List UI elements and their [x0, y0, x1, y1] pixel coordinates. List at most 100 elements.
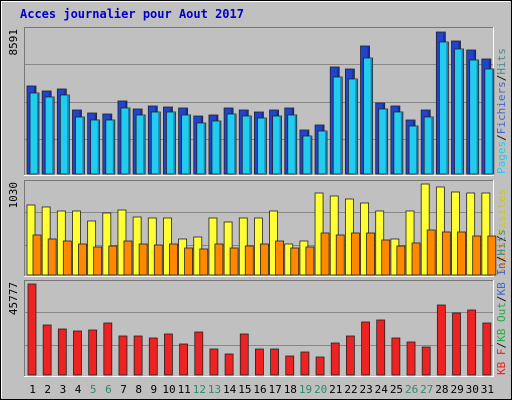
bar-shade — [67, 96, 69, 173]
x-tick-label: 21 — [329, 383, 342, 396]
bar-kb-f — [270, 348, 279, 376]
bar-shade — [143, 116, 145, 173]
legend-entry: / — [495, 296, 508, 303]
x-tick-label: 31 — [481, 383, 494, 396]
bar-pages — [469, 59, 480, 175]
bar-pages — [317, 130, 328, 175]
y-max-label: 1030 — [7, 182, 20, 209]
legend-entry: KB In — [495, 262, 508, 295]
bar-pages — [181, 114, 192, 175]
bar-sites — [457, 231, 466, 276]
bar-sites — [320, 232, 330, 276]
bar-kb-f — [209, 348, 219, 376]
bar-pages — [454, 48, 464, 175]
bar-sites — [93, 246, 103, 276]
x-tick-label: 4 — [75, 383, 82, 396]
x-tick-label: 13 — [208, 383, 221, 396]
bar-pages — [59, 94, 70, 175]
legend-entry: Hits — [495, 48, 508, 75]
bar-sites — [350, 232, 360, 276]
bar-shade — [249, 117, 251, 173]
bar-shade — [476, 61, 479, 173]
x-tick-label: 5 — [90, 383, 97, 396]
bar-kb-f — [73, 330, 82, 376]
bar-kb-f — [148, 337, 158, 376]
legend-entry: / — [495, 235, 508, 242]
bar-shade — [112, 121, 115, 173]
bar-shade — [416, 127, 418, 173]
x-tick-label: 20 — [314, 383, 327, 396]
bar-pages — [257, 117, 267, 175]
x-tick-label: 25 — [390, 383, 403, 396]
x-tick-label: 7 — [120, 383, 127, 396]
bar-pages — [211, 120, 222, 175]
bar-pages — [408, 125, 419, 175]
chart-panels: 8591Pages/Fichiers/Hits1030Sites/Visites… — [7, 27, 508, 377]
bar-sites — [487, 235, 497, 276]
panel-legend: Sites/Visites — [495, 189, 508, 275]
bar-sites — [184, 247, 194, 276]
bar-pages — [378, 108, 389, 175]
x-tick-label: 27 — [420, 383, 433, 396]
bar-sites — [169, 243, 178, 276]
bar-visites — [435, 186, 445, 276]
bar-pages — [393, 111, 404, 175]
panel-legend: Pages/Fichiers/Hits — [495, 48, 508, 174]
x-tick-label: 18 — [284, 383, 297, 396]
x-tick-label: 30 — [466, 383, 479, 396]
bar-kb-f — [330, 342, 340, 376]
x-tick-label: 14 — [223, 383, 237, 396]
bar-pages — [241, 115, 252, 175]
bar-kb-f — [482, 322, 492, 376]
bar-pages — [90, 119, 101, 175]
bar-kb-f — [315, 356, 325, 376]
legend-entry: / — [495, 134, 508, 141]
bar-sites — [108, 245, 118, 276]
bar-shade — [279, 117, 282, 173]
bar-kb-f — [436, 304, 446, 376]
legend-entry: Sites — [495, 242, 508, 275]
bar-shade — [82, 118, 84, 173]
x-tick-label: 6 — [105, 383, 112, 396]
bar-pages — [44, 96, 55, 175]
bar-shade — [173, 113, 175, 173]
x-tick-label: 26 — [405, 383, 418, 396]
bar-sites — [214, 243, 224, 276]
y-max-label: 45777 — [7, 282, 20, 315]
bar-visites — [466, 192, 476, 276]
bar-kb-f — [88, 329, 98, 376]
bar-pages — [332, 76, 343, 175]
bar-kb-f — [224, 353, 234, 376]
bar-visites — [102, 212, 112, 276]
panel-bottom: 45777 KB F/KB Out/KB In/Hits — [7, 229, 508, 377]
bar-shade — [52, 98, 54, 173]
x-tick-label: 15 — [238, 383, 251, 396]
bar-visites — [72, 210, 81, 276]
bar-sites — [426, 229, 436, 276]
bar-pages — [166, 111, 176, 175]
bar-kb-f — [179, 343, 189, 376]
bar-kb-f — [391, 337, 401, 376]
panel-legend: KB F/KB Out/KB In/Hits — [495, 229, 508, 375]
bar-pages — [363, 57, 373, 175]
bar-kb-f — [421, 346, 431, 376]
bar-sites — [411, 242, 421, 276]
bar-shade — [37, 94, 39, 173]
bar-kb-f — [406, 341, 416, 376]
bar-shade — [325, 132, 327, 173]
legend-entry: / — [495, 342, 508, 349]
bar-shade — [446, 43, 448, 173]
bar-kb-f — [376, 319, 386, 376]
bar-sites — [123, 240, 133, 276]
x-tick-label: 16 — [253, 383, 266, 396]
bar-sites — [381, 239, 391, 276]
bar-kb-f — [452, 312, 461, 376]
x-tick-label: 10 — [162, 383, 175, 396]
legend-entry: Hits — [495, 229, 508, 256]
bar-shade — [203, 124, 206, 173]
chart-title: Acces journalier pour Aout 2017 — [20, 7, 244, 21]
bar-kb-f — [194, 331, 204, 376]
bar-pages — [438, 41, 449, 175]
bar-shade — [127, 109, 130, 173]
x-tick-label: 12 — [193, 383, 206, 396]
